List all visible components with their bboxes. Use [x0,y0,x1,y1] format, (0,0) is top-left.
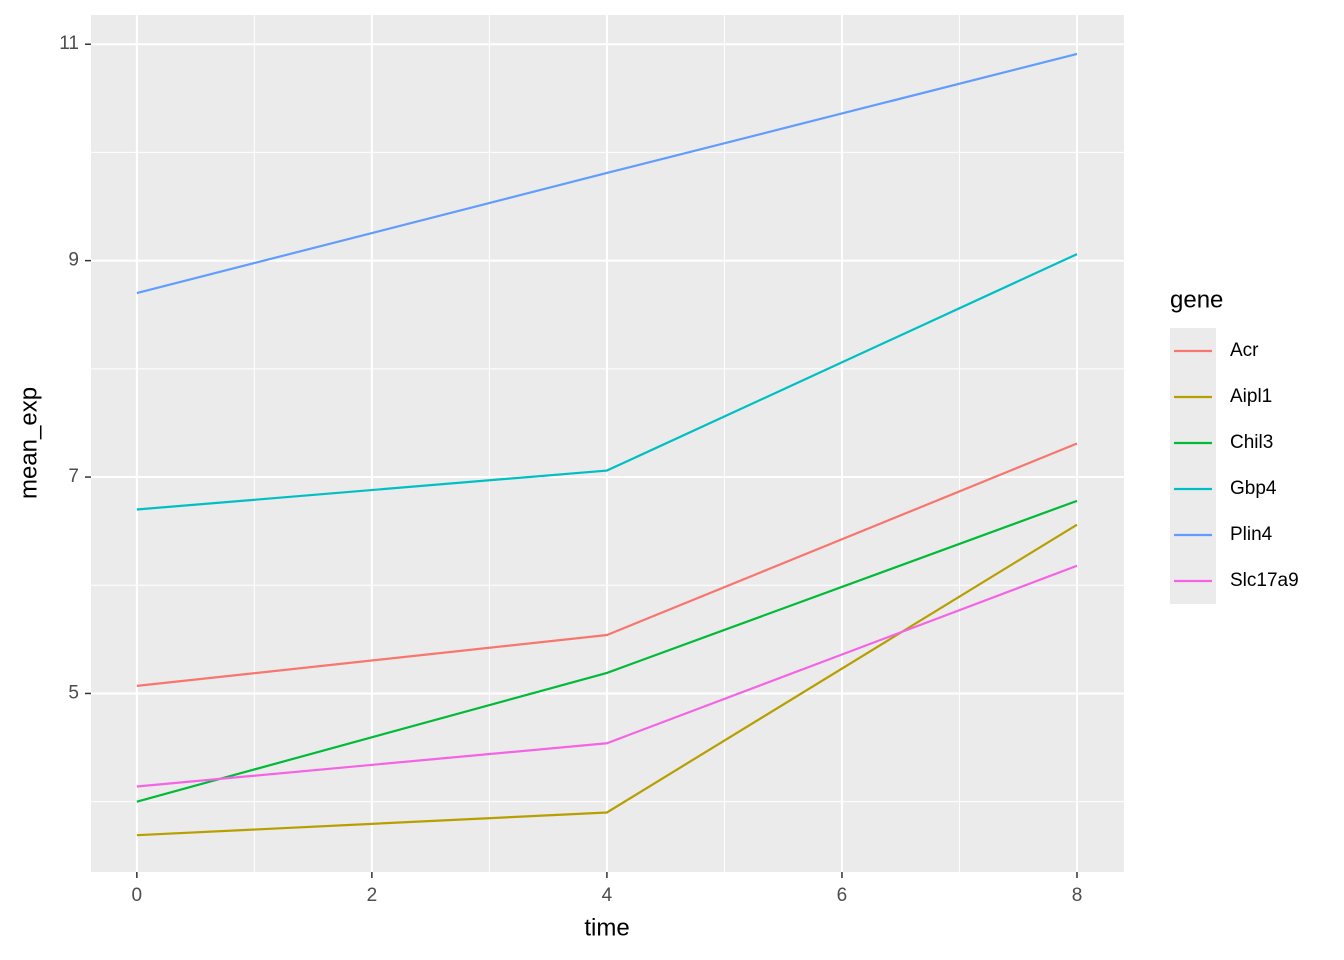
y-axis-title: mean_exp [15,387,42,499]
line [136,564,1078,788]
y-tick-label: 7 [68,466,79,487]
line [136,442,1078,687]
line [136,52,1078,295]
y-tick-label: 11 [59,33,79,54]
legend-label: Aipl1 [1230,386,1272,407]
y-tick-label: 9 [68,250,79,271]
legend-label: Slc17a9 [1230,570,1299,591]
legend-title: gene [1170,286,1223,313]
line [136,523,1078,837]
x-tick-label: 6 [837,885,848,906]
x-tick-label: 8 [1072,885,1083,906]
legend-label: Acr [1230,340,1259,361]
x-tick-label: 4 [602,885,613,906]
x-tick-label: 2 [367,885,378,906]
legend-keys-bg [1170,328,1216,604]
x-axis-title: time [584,914,629,941]
line [136,253,1078,511]
y-tick-label: 5 [68,682,79,703]
legend-label: Chil3 [1230,432,1273,453]
legend-label: Plin4 [1230,524,1273,545]
line [136,499,1078,803]
x-tick-label: 0 [132,885,143,906]
legend-label: Gbp4 [1230,478,1277,499]
